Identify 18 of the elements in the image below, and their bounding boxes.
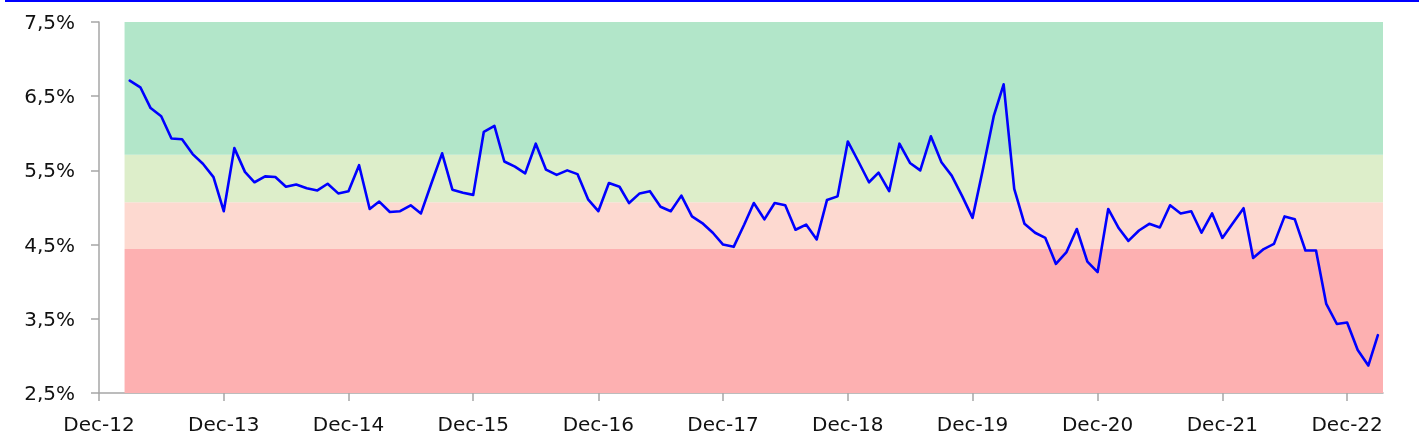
x-tick-label: Dec-18 [812, 412, 884, 436]
x-tick-label: Dec-15 [437, 412, 509, 436]
y-tick-label: 5,5% [24, 158, 75, 183]
x-tick-label: Dec-19 [936, 412, 1009, 436]
x-tick-label: Dec-21 [1186, 412, 1259, 436]
x-tick-label: Dec-12 [63, 412, 135, 436]
y-tick-label: 7,5% [24, 10, 75, 34]
x-tick-label: Dec-22 [1311, 412, 1383, 436]
x-tick-label: Dec-14 [312, 412, 385, 436]
line-series [128, 79, 1380, 367]
y-tick-label: 3,5% [24, 306, 75, 331]
y-tick-label: 6,5% [24, 84, 75, 109]
x-tick-label: Dec-20 [1061, 412, 1134, 436]
x-tick-label: Dec-17 [687, 412, 759, 436]
y-tick-label: 2,5% [24, 381, 75, 405]
x-tick-label: Dec-13 [188, 412, 260, 436]
y-tick-label: 4,5% [24, 232, 75, 257]
x-tick-label: Dec-16 [562, 412, 634, 436]
